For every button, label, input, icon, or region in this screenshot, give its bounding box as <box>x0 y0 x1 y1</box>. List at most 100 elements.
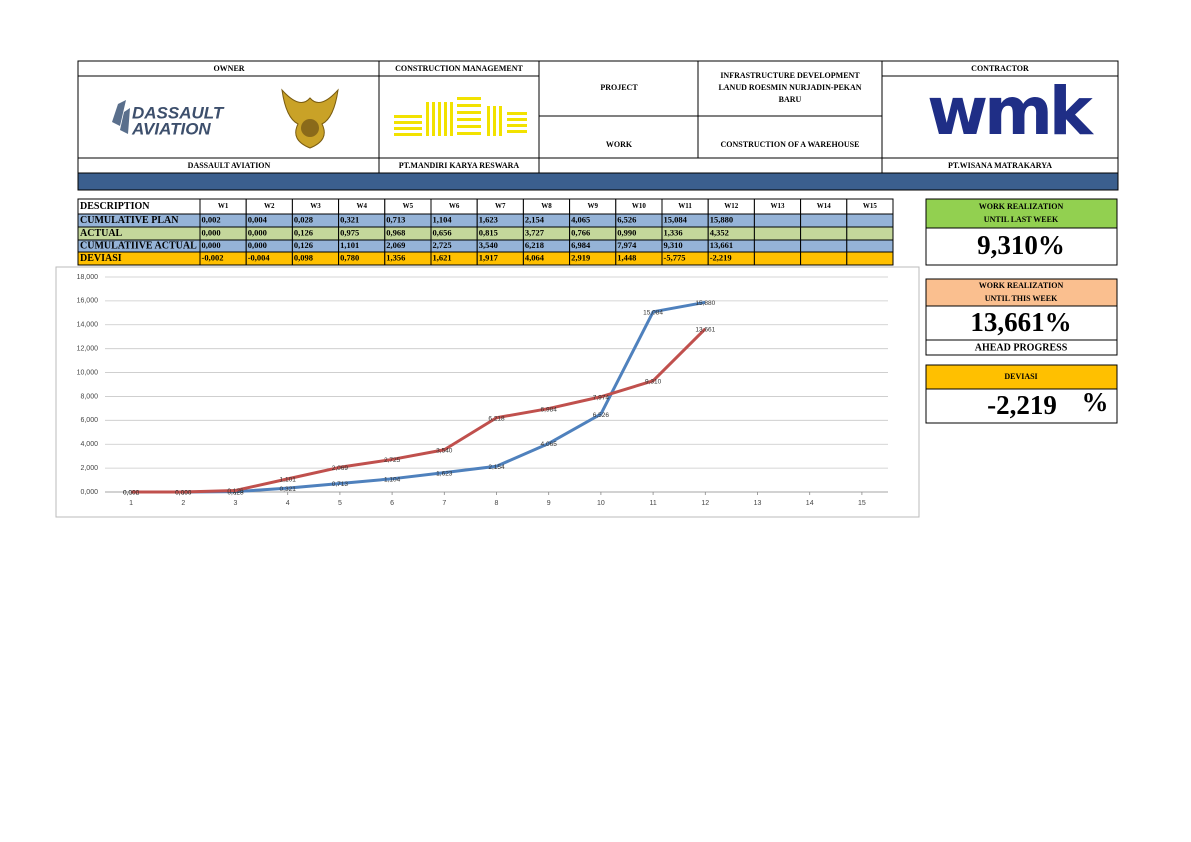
table-header: W9 <box>587 202 598 210</box>
table-header: W4 <box>356 202 367 210</box>
table-value: -0,002 <box>202 252 224 262</box>
table-cell <box>800 251 848 266</box>
chart-frame <box>55 266 920 518</box>
data-label: 2,154 <box>488 464 505 471</box>
data-label: 3,540 <box>436 447 453 454</box>
table-value: 15,880 <box>710 214 733 224</box>
header: OWNER CONSTRUCTION MANAGEMENT PROJECT IN… <box>77 60 1119 191</box>
panel-unit: % <box>1082 387 1109 417</box>
table-cell <box>753 251 802 266</box>
data-label: 0,000 <box>175 490 192 497</box>
table-value: 1,448 <box>617 252 636 262</box>
x-tick-label: 14 <box>806 500 814 507</box>
table-value: 2,919 <box>571 252 590 262</box>
header-band <box>77 172 1119 191</box>
table-value: -0,004 <box>248 252 271 262</box>
table-value: 0,126 <box>294 227 313 237</box>
table-header: W10 <box>632 202 647 210</box>
table-header: W7 <box>495 202 506 210</box>
table-value: 0,656 <box>433 227 452 237</box>
emblem-center <box>301 119 319 137</box>
owner-title: OWNER <box>213 64 244 73</box>
panel-value: 13,661% <box>970 307 1071 337</box>
panel-value: -2,219 <box>987 390 1057 420</box>
data-label: 6,218 <box>488 415 505 422</box>
project-line: LANUD ROESMIN NURJADIN-PEKAN <box>718 83 861 92</box>
data-label: 0,126 <box>227 488 244 495</box>
table-cell <box>800 239 848 253</box>
data-label: 1,623 <box>436 470 453 477</box>
table-value: 0,990 <box>617 227 636 237</box>
owner-name: DASSAULT AVIATION <box>188 161 271 170</box>
table-value: 0,780 <box>340 252 359 262</box>
x-tick-label: 13 <box>754 500 762 507</box>
panel-title: UNTIL THIS WEEK <box>985 294 1058 303</box>
panel-value-box <box>925 388 1118 424</box>
panel-title: WORK REALIZATION <box>979 281 1064 290</box>
x-tick-label: 8 <box>495 500 499 507</box>
airforce-emblem <box>281 88 339 149</box>
data-label: 0,713 <box>332 481 349 488</box>
table-value: 6,984 <box>571 240 591 250</box>
table-header: W6 <box>449 202 460 210</box>
row-label: CUMULATIIVE ACTUAL <box>80 240 197 251</box>
y-tick-label: 2,000 <box>80 465 98 472</box>
project-line: INFRASTRUCTURE DEVELOPMENT <box>720 71 860 80</box>
table-cell <box>753 226 802 241</box>
data-label: 0,000 <box>123 490 140 497</box>
table-value: 0,766 <box>571 227 590 237</box>
logo-text: AVIATION <box>131 119 211 138</box>
table-header: W13 <box>771 202 786 210</box>
table-header: W3 <box>310 202 321 210</box>
panel-title-bg <box>925 278 1118 307</box>
table-value: 3,727 <box>525 227 545 237</box>
x-tick-label: 7 <box>442 500 446 507</box>
data-label: 4,065 <box>541 441 558 448</box>
table-value: 6,218 <box>525 240 544 250</box>
table-value: 2,069 <box>386 240 405 250</box>
series-line <box>131 327 707 494</box>
data-label: 2,069 <box>332 465 349 472</box>
work-value: CONSTRUCTION OF A WAREHOUSE <box>721 140 860 149</box>
table-value: 0,000 <box>248 240 267 250</box>
work-label: WORK <box>606 140 633 149</box>
table-header: W14 <box>817 202 832 210</box>
table-value: 1,917 <box>479 252 499 262</box>
logo-text: DASSAULT <box>132 103 225 122</box>
table-cell <box>846 213 894 228</box>
table-value: 1,621 <box>433 252 452 262</box>
panel-title: DEVIASI <box>1004 372 1037 381</box>
y-tick-label: 18,000 <box>77 274 99 281</box>
x-tick-label: 9 <box>547 500 551 507</box>
x-tick-label: 11 <box>649 500 656 507</box>
table-value: 0,098 <box>294 252 313 262</box>
table-value: 9,310 <box>664 240 683 250</box>
table-value: 1,623 <box>479 214 498 224</box>
table-value: 0,000 <box>202 240 221 250</box>
table-value: 15,084 <box>664 214 688 224</box>
table-cell <box>800 213 848 228</box>
panel-title: WORK REALIZATION <box>979 202 1064 211</box>
table-value: 1,336 <box>664 227 683 237</box>
data-label: 7,974 <box>593 394 610 401</box>
table-value: 4,352 <box>710 227 729 237</box>
data-label: 9,310 <box>645 379 662 386</box>
table-header: W8 <box>541 202 552 210</box>
table-value: 0,002 <box>202 214 221 224</box>
panel-value: 9,310% <box>977 230 1065 260</box>
table-value: 2,154 <box>525 214 545 224</box>
row-label: DEVIASI <box>80 253 122 264</box>
x-tick-label: 15 <box>858 500 866 507</box>
table-value: 4,065 <box>571 214 590 224</box>
x-tick-label: 3 <box>234 500 238 507</box>
table-cell <box>753 213 802 228</box>
table-value: 0,968 <box>386 227 405 237</box>
table-header: W2 <box>264 202 275 210</box>
y-tick-label: 10,000 <box>77 369 99 376</box>
data-label: 1,101 <box>280 477 297 484</box>
table-header: DESCRIPTION <box>80 201 150 212</box>
y-tick-label: 16,000 <box>77 298 99 305</box>
x-tick-label: 6 <box>390 500 394 507</box>
table-value: 0,975 <box>340 227 359 237</box>
